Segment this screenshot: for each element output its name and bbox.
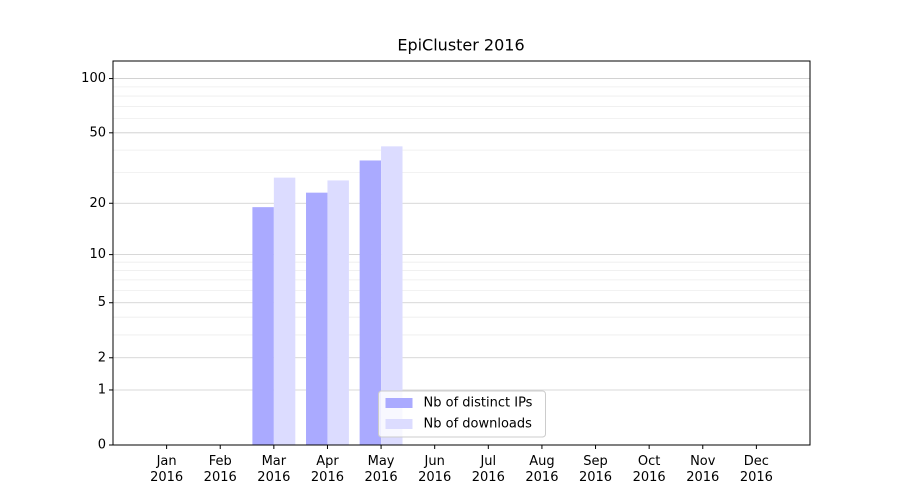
legend-swatch xyxy=(385,419,413,429)
x-tick-label: Feb 2016 xyxy=(204,454,237,485)
legend-swatch xyxy=(385,398,413,408)
bar xyxy=(327,180,349,445)
y-tick-label: 100 xyxy=(81,71,106,86)
legend-label: Nb of distinct IPs xyxy=(424,396,533,411)
x-tick-label: Oct 2016 xyxy=(633,454,666,485)
y-tick-label: 1 xyxy=(98,382,106,397)
x-tick-label: Sep 2016 xyxy=(579,454,612,485)
x-tick-label: Nov 2016 xyxy=(686,454,719,485)
y-tick-label: 2 xyxy=(98,350,106,365)
y-tick-label: 5 xyxy=(98,295,106,310)
x-tick-label: Aug 2016 xyxy=(525,454,558,485)
bar xyxy=(381,146,403,445)
legend-box xyxy=(378,390,546,438)
x-tick-label: Jun 2016 xyxy=(418,454,451,485)
y-tick-label: 50 xyxy=(89,125,106,140)
x-tick-label: Mar 2016 xyxy=(257,454,290,485)
x-tick-label: Dec 2016 xyxy=(740,454,773,485)
chart-title: EpiCluster 2016 xyxy=(397,36,524,55)
x-tick-label: Apr 2016 xyxy=(311,454,344,485)
y-tick-label: 0 xyxy=(98,438,106,453)
bar xyxy=(359,160,382,445)
y-tick-label: 10 xyxy=(89,247,106,262)
x-tick-label: Jul 2016 xyxy=(472,454,505,485)
x-tick-label: Jan 2016 xyxy=(150,454,183,485)
x-tick-label: May 2016 xyxy=(365,454,398,485)
bar xyxy=(306,192,328,445)
plot-frame xyxy=(112,60,811,446)
bar xyxy=(252,207,274,445)
bar xyxy=(273,177,296,445)
y-tick-label: 20 xyxy=(89,196,106,211)
legend-label: Nb of downloads xyxy=(424,417,533,432)
